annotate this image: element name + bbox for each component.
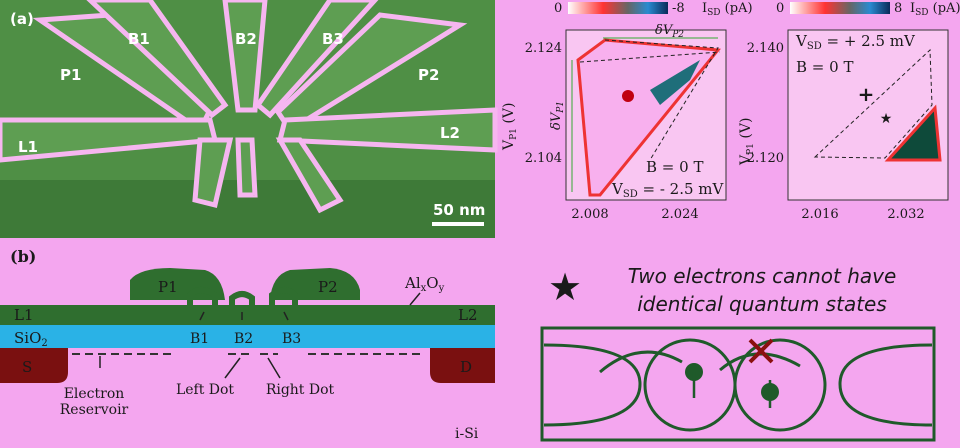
gate-label: B3	[282, 331, 301, 347]
annotation: Left Dot	[176, 382, 234, 398]
scale-bar	[432, 222, 484, 226]
layer-label: L2	[458, 306, 478, 324]
gate-label: P2	[418, 66, 439, 84]
cbar-label: -8	[672, 1, 685, 16]
signal	[650, 60, 700, 105]
x-tick-label: 2.016	[801, 207, 838, 222]
source	[0, 348, 68, 383]
gate-b	[187, 287, 298, 306]
annotation: VSD = + 2.5 mV	[795, 32, 916, 52]
annotation: Electron	[64, 386, 125, 402]
marker: +	[858, 82, 875, 106]
guide	[813, 48, 933, 159]
y-tick-label: 2.104	[525, 151, 562, 166]
layer-label: SiO2	[14, 329, 48, 349]
gate-label: B3	[322, 30, 344, 48]
map-left: 0 -8 ISD (pA) δVP2 δVP1 VP1 (V) 2.124 2.…	[501, 1, 753, 222]
cbar-label: 8	[894, 1, 902, 16]
y-tick-label: 2.124	[525, 41, 562, 56]
signal	[884, 104, 942, 162]
plot-frame	[787, 29, 949, 201]
scale-label: 50 nm	[433, 201, 485, 219]
annotation: Reservoir	[60, 402, 129, 418]
gate-label: B1	[190, 331, 209, 347]
gate-p2	[270, 268, 360, 300]
pauli-diagram: ★ Two electrons cannot have identical qu…	[540, 264, 936, 442]
caption: Two electrons cannot have	[628, 264, 897, 288]
caption: identical quantum states	[637, 292, 887, 316]
cbar-label: 0	[776, 1, 784, 16]
gate-label: P1	[60, 66, 81, 84]
star-icon: ★	[548, 265, 582, 309]
cross-section: (b) P1 P2 AlxOy L1 L2 SiO2 B1 B2 B3 S D …	[0, 247, 495, 442]
frame	[540, 326, 936, 442]
gate-label: L2	[440, 124, 460, 142]
annotation: i-Si	[455, 426, 479, 442]
marker: ★	[880, 111, 893, 127]
axis-label: VP1 (V)	[738, 118, 756, 166]
sem-image: (a) B1 B2 B3 P1 P2 L1 L2 50 nm	[0, 0, 498, 238]
map-right: 0 8 ISD (pA) + ★ VP1 (V) 2.140 2.120 2.0…	[738, 1, 960, 222]
gate-label: P1	[158, 278, 178, 296]
contact-label: S	[22, 358, 32, 376]
marker	[622, 90, 634, 102]
gate-label: B2	[234, 331, 253, 347]
x-tick-label: 2.008	[571, 207, 608, 222]
cbar-label: 0	[554, 1, 562, 16]
colorbar	[568, 2, 668, 14]
annotation: B = 0 T	[796, 58, 853, 76]
annotation: B = 0 T	[646, 158, 703, 176]
contact-label: D	[460, 358, 472, 376]
annotation: Right Dot	[266, 382, 335, 398]
gate-label: L1	[18, 138, 38, 156]
guide	[579, 39, 721, 161]
layer-sio2	[0, 325, 495, 348]
annotation: δVP1	[549, 101, 566, 130]
layer-label: AlxOy	[404, 274, 445, 294]
gate-label: B1	[128, 30, 150, 48]
y-tick-label: 2.140	[747, 41, 784, 56]
x-tick-label: 2.024	[661, 207, 698, 222]
drain	[430, 348, 495, 383]
cbar-unit: ISD (pA)	[702, 1, 753, 18]
annotation: VSD = - 2.5 mV	[611, 180, 725, 200]
panel-label: (a)	[10, 10, 34, 28]
y-tick-label: 2.120	[747, 151, 784, 166]
gate-label: P2	[318, 278, 338, 296]
panel-label: (b)	[10, 247, 36, 266]
axis-label: VP1 (V)	[501, 103, 519, 151]
x-tick-label: 2.032	[887, 207, 924, 222]
layer-label: L1	[14, 306, 34, 324]
colorbar	[790, 2, 890, 14]
annotation: δVP2	[655, 23, 684, 40]
gate-label: B2	[235, 30, 257, 48]
layer-l	[0, 305, 495, 325]
cbar-unit: ISD (pA)	[910, 1, 960, 18]
pointer	[99, 292, 421, 379]
